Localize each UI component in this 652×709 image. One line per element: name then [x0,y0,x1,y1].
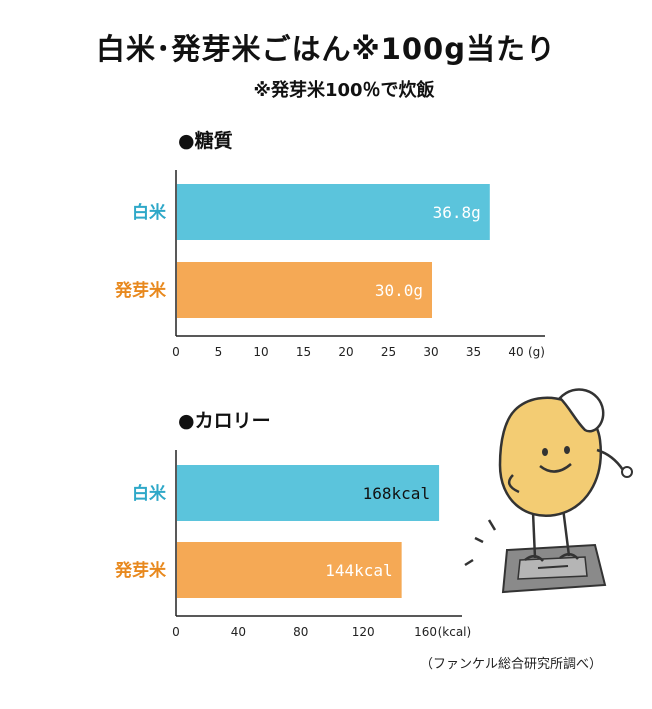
category-label: 発芽米 [114,280,167,301]
bar-value-label: 36.8g [433,203,481,222]
x-tick-label: 40 [508,345,523,359]
rice-mascot-illustration [464,388,633,594]
x-tick-label: 35 [466,345,481,359]
x-tick-label: 0 [172,625,180,639]
x-tick-label: 15 [296,345,311,359]
bar [177,184,490,240]
x-tick-label: 0 [172,345,180,359]
x-unit-label: (g) [528,345,545,359]
x-unit-label: (kcal) [438,625,472,639]
bar-value-label: 168kcal [363,484,430,503]
x-tick-label: 5 [215,345,223,359]
bar-value-label: 144kcal [325,561,392,580]
category-label: 発芽米 [114,560,167,581]
bar [177,542,402,598]
x-tick-label: 30 [423,345,438,359]
category-label: 白米 [132,202,167,223]
source-note: （ファンケル総合研究所調べ） [420,657,603,672]
bar [177,262,432,318]
category-label: 白米 [132,483,167,504]
x-tick-label: 160 [414,625,437,639]
x-tick-label: 25 [381,345,396,359]
sugar-chart-title: ●糖質 [178,130,233,152]
page-subtitle: ※発芽米100％で炊飯 [253,80,435,101]
x-tick-label: 80 [293,625,308,639]
x-tick-label: 20 [338,345,353,359]
x-tick-label: 10 [253,345,268,359]
calorie-chart: 168kcal 白米 144kcal 発芽米 0 40 80 120 160 (kcal) [114,450,472,639]
bar [177,465,440,521]
sugar-chart: 36.8g 白米 30.0g 発芽米 0 5 10 15 20 25 30 35 40 (g) [114,170,545,359]
x-tick-label: 40 [231,625,246,639]
calorie-chart-title: ●カロリー [178,410,271,432]
page-title: 白米･発芽米ごはん※100g当たり [96,32,556,66]
x-tick-label: 120 [352,625,375,639]
bar-value-label: 30.0g [375,281,423,300]
